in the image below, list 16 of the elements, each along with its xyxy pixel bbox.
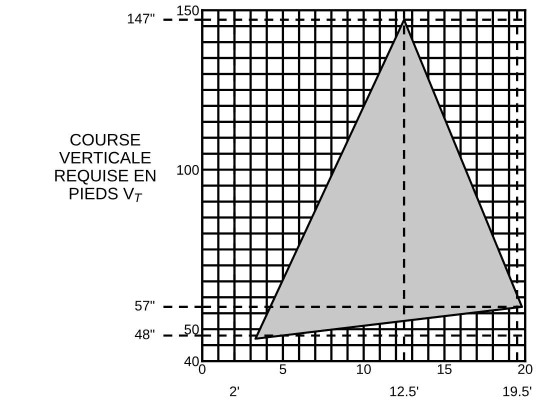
- ref-line-label: 19.5': [503, 386, 532, 396]
- y-tick-label: 100: [177, 165, 199, 175]
- ref-line-label: 2': [230, 386, 239, 396]
- y-axis-title: COURSE VERTICALE REQUISE EN PIEDS V$_{T}$: [55, 134, 156, 202]
- ref-line-label: 12.5': [390, 386, 418, 396]
- x-tick-label: 5: [280, 364, 286, 374]
- y-tick-label: 40: [184, 356, 199, 366]
- y-tick-label: 150: [177, 6, 199, 16]
- ref-line-label: 57": [135, 300, 154, 311]
- x-tick-label: 20: [518, 364, 532, 374]
- ref-line-label: 48": [134, 329, 154, 340]
- y-tick-label: 50: [184, 324, 199, 334]
- x-tick-label: 15: [438, 364, 452, 374]
- ref-line-label: 147": [128, 14, 154, 24]
- x-tick-label: 10: [357, 364, 371, 374]
- x-tick-label: 0: [198, 364, 206, 374]
